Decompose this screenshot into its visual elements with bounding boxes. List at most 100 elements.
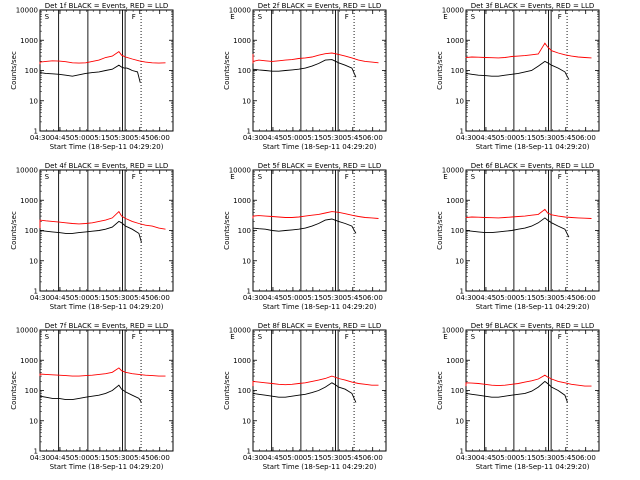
x-tick-label: 06:00 bbox=[150, 134, 170, 142]
x-tick-label: 04:45 bbox=[263, 294, 283, 302]
y-axis-label: Counts/sec bbox=[10, 371, 18, 410]
x-tick-label: 04:45 bbox=[476, 294, 496, 302]
x-tick-label: 05:15 bbox=[90, 134, 110, 142]
y-tick-label: 10000 bbox=[442, 327, 464, 335]
y-tick-label: 100 bbox=[238, 67, 251, 75]
interval-marker-f: F bbox=[558, 13, 562, 21]
x-axis-label: Start Time (18-Sep-11 04:29:20) bbox=[50, 303, 164, 311]
y-tick-label: 100 bbox=[25, 387, 38, 395]
y-tick-label: 100 bbox=[25, 67, 38, 75]
y-axis-label: Counts/sec bbox=[223, 211, 231, 250]
interval-marker-s: S bbox=[45, 333, 50, 341]
interval-marker-f: F bbox=[345, 333, 349, 341]
detector-panel-8: Det 8f BLACK = Events, RED = LLD 1 10 100 10… bbox=[223, 322, 448, 471]
x-tick-label: 06:00 bbox=[363, 294, 383, 302]
detector-panel-9: Det 9f BLACK = Events, RED = LLD 1 10 100 10… bbox=[436, 322, 600, 471]
detector-panel-3: Det 3f BLACK = Events, RED = LLD 1 10 100 10… bbox=[436, 2, 600, 151]
interval-marker-f: F bbox=[132, 333, 136, 341]
detector-panel-2: Det 2f BLACK = Events, RED = LLD 1 10 100 10… bbox=[223, 2, 448, 151]
series-lld-line bbox=[252, 375, 379, 387]
x-tick-label: 04:45 bbox=[263, 454, 283, 462]
x-tick-label: 06:00 bbox=[576, 454, 596, 462]
y-tick-label: 10 bbox=[242, 417, 251, 425]
x-tick-label: 05:00 bbox=[283, 454, 303, 462]
x-tick-label: 06:00 bbox=[576, 294, 596, 302]
x-tick-label: 04:45 bbox=[50, 294, 70, 302]
panel-title: Det 6f BLACK = Events, RED = LLD bbox=[471, 162, 594, 170]
x-tick-label: 05:45 bbox=[556, 294, 576, 302]
detector-panel-1: Det 1f BLACK = Events, RED = LLD 1 10 100 10… bbox=[10, 2, 235, 151]
series-lld-line bbox=[39, 210, 166, 230]
y-tick-label: 1000 bbox=[20, 357, 38, 365]
interval-marker-f: F bbox=[345, 13, 349, 21]
x-tick-label: 05:45 bbox=[556, 134, 576, 142]
x-axis-label: Start Time (18-Sep-11 04:29:20) bbox=[476, 143, 590, 151]
y-tick-label: 1 bbox=[34, 448, 38, 456]
y-tick-label: 1 bbox=[34, 288, 38, 296]
panel-title: Det 5f BLACK = Events, RED = LLD bbox=[258, 162, 381, 170]
interval-marker-s: S bbox=[45, 173, 50, 181]
x-tick-label: 04:30 bbox=[30, 454, 50, 462]
x-tick-label: 05:00 bbox=[496, 134, 516, 142]
panel-title: Det 2f BLACK = Events, RED = LLD bbox=[258, 2, 381, 10]
x-tick-label: 05:45 bbox=[343, 454, 363, 462]
interval-marker-e: E bbox=[230, 333, 234, 341]
series-events-line bbox=[252, 382, 357, 407]
y-axis-label: Counts/sec bbox=[436, 371, 444, 410]
x-tick-label: 05:00 bbox=[70, 294, 90, 302]
y-tick-label: 10 bbox=[455, 97, 464, 105]
x-tick-label: 05:30 bbox=[323, 454, 343, 462]
x-tick-label: 05:15 bbox=[90, 454, 110, 462]
x-tick-label: 05:30 bbox=[323, 134, 343, 142]
y-tick-label: 1 bbox=[247, 448, 251, 456]
x-tick-label: 05:30 bbox=[323, 294, 343, 302]
y-tick-label: 10000 bbox=[229, 7, 251, 15]
series-lld-line bbox=[465, 208, 592, 219]
y-tick-label: 1000 bbox=[20, 197, 38, 205]
x-axis-label: Start Time (18-Sep-11 04:29:20) bbox=[263, 463, 377, 471]
x-tick-label: 04:30 bbox=[243, 454, 263, 462]
y-tick-label: 10 bbox=[29, 417, 38, 425]
panel-title: Det 3f BLACK = Events, RED = LLD bbox=[471, 2, 594, 10]
x-tick-label: 05:45 bbox=[130, 134, 150, 142]
panel-title: Det 9f BLACK = Events, RED = LLD bbox=[471, 322, 594, 330]
plot-frame bbox=[39, 169, 174, 292]
y-tick-label: 10 bbox=[242, 257, 251, 265]
y-tick-label: 1000 bbox=[233, 197, 251, 205]
series-events-line bbox=[252, 218, 357, 240]
y-axis-label: Counts/sec bbox=[10, 51, 18, 90]
series-events-line bbox=[39, 384, 142, 407]
y-tick-label: 10 bbox=[29, 97, 38, 105]
x-tick-label: 06:00 bbox=[150, 454, 170, 462]
x-tick-label: 04:30 bbox=[456, 294, 476, 302]
x-tick-label: 05:45 bbox=[130, 294, 150, 302]
interval-marker-s: S bbox=[258, 333, 263, 341]
panel-title: Det 4f BLACK = Events, RED = LLD bbox=[45, 162, 168, 170]
y-tick-label: 1000 bbox=[446, 357, 464, 365]
plot-frame bbox=[465, 169, 600, 292]
interval-marker-e: E bbox=[230, 173, 234, 181]
interval-marker-e: E bbox=[443, 333, 447, 341]
y-tick-label: 100 bbox=[451, 67, 464, 75]
interval-marker-s: S bbox=[471, 333, 476, 341]
interval-marker-e: E bbox=[443, 13, 447, 21]
series-events-line bbox=[465, 217, 570, 243]
x-axis-label: Start Time (18-Sep-11 04:29:20) bbox=[263, 143, 377, 151]
x-axis-label: Start Time (18-Sep-11 04:29:20) bbox=[50, 143, 164, 151]
detector-panel-5: Det 5f BLACK = Events, RED = LLD 1 10 100 10… bbox=[223, 162, 448, 311]
x-tick-label: 05:45 bbox=[343, 294, 363, 302]
x-tick-label: 05:15 bbox=[516, 134, 536, 142]
y-tick-label: 1 bbox=[460, 288, 464, 296]
x-tick-label: 05:00 bbox=[496, 454, 516, 462]
x-tick-label: 05:30 bbox=[110, 294, 130, 302]
series-events-line bbox=[465, 380, 568, 412]
x-tick-label: 05:15 bbox=[303, 294, 323, 302]
y-tick-label: 10 bbox=[455, 417, 464, 425]
y-tick-label: 10000 bbox=[16, 7, 38, 15]
y-axis-label: Counts/sec bbox=[436, 51, 444, 90]
y-tick-label: 10 bbox=[242, 97, 251, 105]
interval-marker-e: E bbox=[443, 173, 447, 181]
interval-marker-f: F bbox=[132, 173, 136, 181]
y-axis-label: Counts/sec bbox=[223, 371, 231, 410]
x-tick-label: 05:30 bbox=[110, 134, 130, 142]
